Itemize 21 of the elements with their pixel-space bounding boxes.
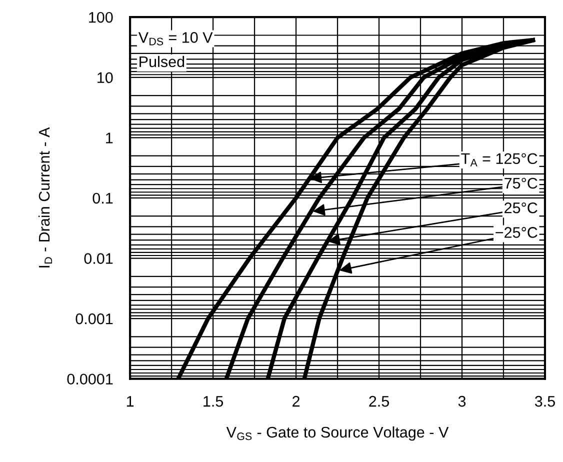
x-axis-title: V$_{GS}$ - Gate to Source Voltage - V <box>226 426 449 441</box>
x-tick-label: 3.5 <box>534 396 555 407</box>
annotation: −25°C <box>496 227 538 238</box>
x-tick-label: 1.5 <box>204 396 224 407</box>
y-tick-label: 0.0001 <box>67 374 113 385</box>
y-tick-label: 100 <box>89 12 113 23</box>
y-tick-label: 0.1 <box>92 192 113 204</box>
y-tick-label: 1 <box>106 132 113 144</box>
annotation: 25°C <box>504 202 538 214</box>
y-tick-label: 0.001 <box>76 313 113 324</box>
annotation: 75°C <box>504 178 538 189</box>
y-axis-title: I$_{D}$ - Drain Current - A <box>38 127 52 268</box>
x-tick-label: 2.5 <box>369 396 389 407</box>
x-tick-label: 1 <box>126 396 134 407</box>
annotation: V$_{DS}$ = 10 V <box>138 32 213 46</box>
x-tick-label: 2 <box>292 396 300 407</box>
x-tick-label: 3 <box>458 396 466 407</box>
y-tick-label: 0.01 <box>84 253 113 264</box>
y-tick-label: 10 <box>98 72 113 84</box>
annotation: T$_{A}$ = 125°C <box>461 153 538 166</box>
annotation: Pulsed <box>140 56 184 68</box>
